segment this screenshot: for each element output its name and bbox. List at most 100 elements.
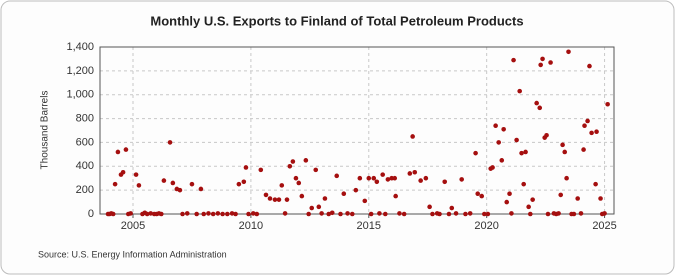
point (316, 204, 322, 210)
point (545, 211, 551, 217)
source: Source: U.S. Energy Information Administ… (38, 249, 227, 259)
point (148, 211, 153, 216)
point (380, 172, 386, 177)
point (527, 211, 533, 217)
point (326, 211, 332, 217)
point (479, 193, 485, 199)
point (523, 149, 528, 155)
point (341, 191, 347, 197)
y-tick-label: 0 (88, 208, 94, 220)
point (534, 100, 539, 106)
point (229, 211, 235, 216)
point (392, 175, 398, 181)
point (473, 150, 478, 156)
point (279, 183, 285, 188)
point (362, 198, 368, 204)
point (548, 60, 553, 65)
y-tick-label: 800 (76, 112, 94, 124)
y-tick-label: 200 (76, 184, 94, 196)
point (593, 181, 598, 187)
point (463, 211, 468, 217)
point (410, 134, 415, 139)
point (566, 49, 571, 55)
point (296, 180, 302, 186)
point (501, 127, 506, 132)
point (123, 147, 129, 152)
point (144, 211, 150, 217)
point (198, 186, 204, 192)
point (201, 211, 207, 217)
point (511, 57, 516, 63)
point (558, 192, 564, 198)
point (530, 197, 535, 202)
point (504, 199, 510, 205)
point (490, 165, 495, 170)
point (582, 123, 587, 129)
point (180, 211, 185, 217)
point (442, 179, 448, 185)
point (189, 181, 195, 187)
point (254, 211, 260, 217)
point (598, 196, 603, 201)
point (493, 123, 498, 129)
point (368, 211, 374, 217)
x-tick-label: 2020 (474, 220, 498, 232)
point (449, 205, 455, 211)
point (357, 175, 363, 181)
point (482, 211, 487, 217)
point (338, 211, 343, 217)
point (287, 163, 293, 169)
point (538, 62, 543, 68)
point (393, 193, 398, 199)
point (206, 211, 211, 216)
point (276, 197, 282, 202)
point (319, 211, 324, 216)
point (544, 132, 549, 138)
point (514, 137, 519, 143)
point (128, 211, 133, 216)
x-tick-label: 2015 (357, 220, 381, 232)
point (594, 129, 599, 134)
point (246, 211, 251, 217)
point (133, 172, 139, 177)
point (263, 192, 269, 198)
y-axis-label: Thousand Barrels (40, 91, 51, 170)
point (571, 211, 577, 217)
point (517, 88, 522, 94)
point (329, 210, 335, 216)
point (210, 211, 216, 217)
point (578, 211, 584, 216)
point (177, 187, 183, 193)
point (184, 211, 190, 216)
point (581, 147, 586, 152)
point (112, 181, 118, 187)
point (250, 211, 256, 216)
point (401, 211, 407, 217)
point (161, 178, 167, 183)
point (412, 169, 418, 175)
point (345, 211, 350, 216)
point (233, 211, 238, 217)
point (467, 211, 473, 216)
point (115, 149, 121, 155)
point (353, 187, 359, 193)
point (349, 211, 355, 217)
plot-border (99, 46, 615, 215)
point (540, 56, 545, 62)
y-tick-label: 1,200 (66, 65, 94, 77)
point (496, 140, 502, 145)
point (282, 211, 288, 216)
y-tick-label: 1,000 (66, 89, 94, 101)
point (453, 211, 459, 216)
point (290, 159, 296, 164)
point (521, 181, 526, 187)
point (556, 211, 561, 216)
point (120, 169, 126, 175)
point (309, 205, 315, 211)
point (313, 167, 319, 173)
x-tick-label: 2025 (592, 220, 616, 232)
point (194, 211, 199, 217)
point (446, 211, 452, 217)
point (385, 177, 391, 182)
